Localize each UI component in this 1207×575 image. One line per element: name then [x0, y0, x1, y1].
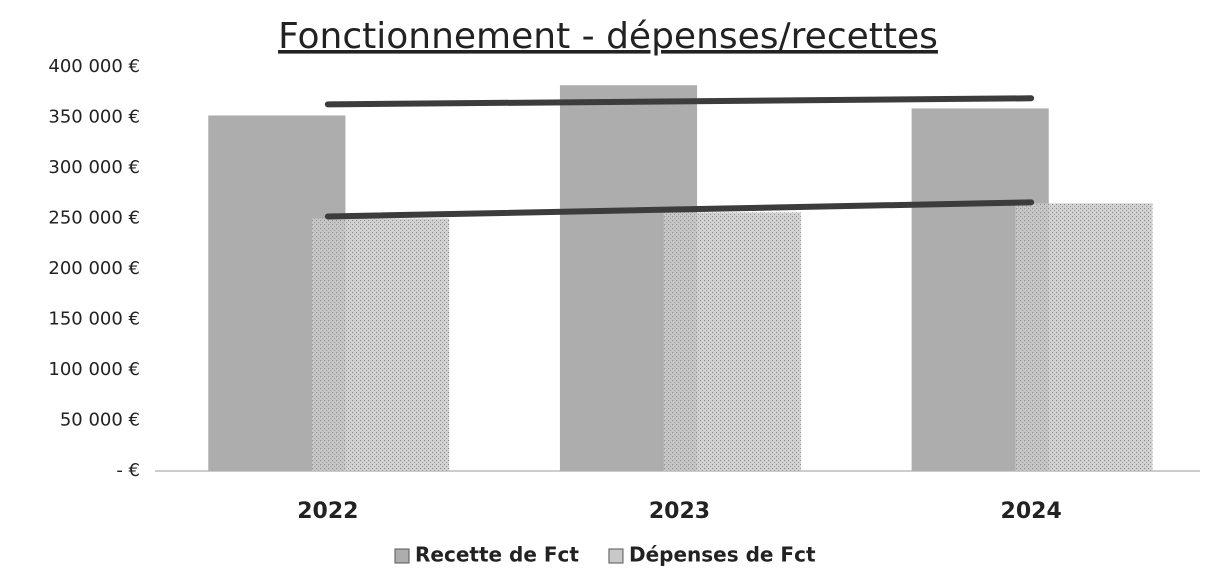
x-tick-label: 2022 [297, 499, 358, 524]
y-tick-label: 250 000 € [48, 208, 140, 229]
y-tick-label: 200 000 € [48, 258, 140, 279]
bar-texture [663, 212, 801, 471]
y-tick-label: 400 000 € [48, 56, 140, 77]
legend-label: Dépenses de Fct [629, 543, 816, 567]
x-tick-label: 2024 [1001, 499, 1062, 524]
y-tick-label: - € [116, 460, 140, 481]
y-tick-label: 50 000 € [60, 410, 140, 431]
bar-texture [312, 218, 450, 471]
trend-line [324, 95, 1035, 108]
bar-texture [1015, 203, 1153, 471]
y-tick-label: 100 000 € [48, 359, 140, 380]
y-tick-label: 350 000 € [48, 107, 140, 128]
chart-title: Fonctionnement - dépenses/recettes [278, 16, 938, 57]
legend-swatch [394, 548, 410, 564]
y-tick-label: 300 000 € [48, 157, 140, 178]
legend-label: Recette de Fct [415, 543, 579, 567]
x-tick-label: 2023 [649, 499, 710, 524]
y-tick-label: 150 000 € [48, 309, 140, 330]
trend-line [324, 199, 1035, 220]
legend-swatch [608, 548, 624, 564]
